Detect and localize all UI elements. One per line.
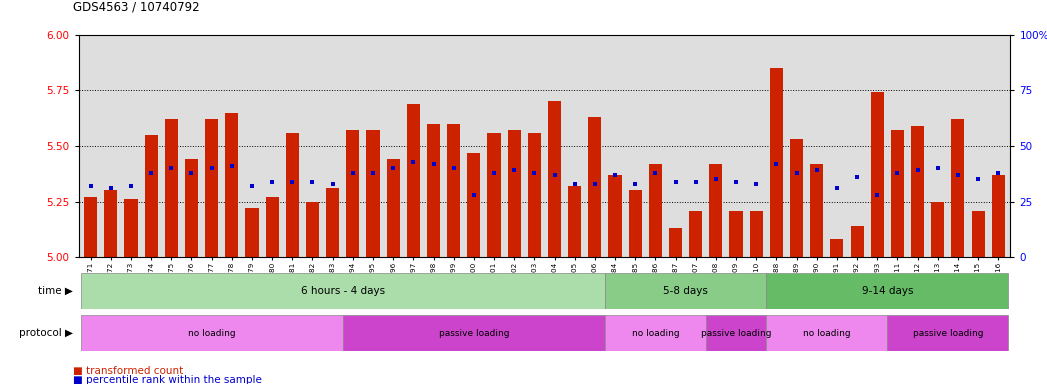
Bar [931, 202, 944, 257]
Text: ■ transformed count: ■ transformed count [73, 366, 183, 376]
Bar [871, 93, 884, 257]
Bar [286, 132, 298, 257]
Bar [766, 273, 1008, 309]
Bar [306, 202, 319, 257]
Bar [972, 210, 984, 257]
Bar [105, 190, 117, 257]
Bar [326, 188, 339, 257]
Bar [81, 315, 342, 351]
Bar [407, 104, 420, 257]
Text: time ▶: time ▶ [39, 286, 73, 296]
Bar [750, 210, 763, 257]
Bar [649, 164, 662, 257]
Bar [689, 210, 703, 257]
Bar [850, 226, 864, 257]
Bar [790, 139, 803, 257]
Bar [467, 152, 481, 257]
Bar [144, 135, 158, 257]
Text: no loading: no loading [631, 329, 680, 338]
Text: 6 hours - 4 days: 6 hours - 4 days [300, 286, 385, 296]
Text: no loading: no loading [803, 329, 850, 338]
Text: protocol ▶: protocol ▶ [19, 328, 73, 338]
Bar [608, 175, 622, 257]
Bar [386, 159, 400, 257]
Bar [427, 124, 440, 257]
Bar [770, 68, 783, 257]
Bar [266, 197, 279, 257]
Bar [706, 315, 766, 351]
Bar [952, 119, 964, 257]
Text: no loading: no loading [187, 329, 236, 338]
Bar [81, 273, 605, 309]
Bar [225, 113, 239, 257]
Bar [992, 175, 1005, 257]
Bar [366, 130, 380, 257]
Bar [548, 101, 561, 257]
Bar [891, 130, 904, 257]
Bar [342, 315, 605, 351]
Text: GDS4563 / 10740792: GDS4563 / 10740792 [73, 0, 200, 13]
Bar [528, 132, 541, 257]
Bar [569, 186, 581, 257]
Bar [245, 208, 259, 257]
Bar [810, 164, 823, 257]
Text: passive loading: passive loading [913, 329, 983, 338]
Bar [205, 119, 218, 257]
Bar [447, 124, 461, 257]
Bar [347, 130, 359, 257]
Text: 5-8 days: 5-8 days [663, 286, 708, 296]
Text: 9-14 days: 9-14 days [862, 286, 913, 296]
Bar [887, 315, 1008, 351]
Bar [185, 159, 198, 257]
Bar [84, 197, 97, 257]
Text: ■ percentile rank within the sample: ■ percentile rank within the sample [73, 375, 262, 384]
Text: passive loading: passive loading [700, 329, 772, 338]
Text: passive loading: passive loading [439, 329, 509, 338]
Bar [830, 240, 844, 257]
Bar [669, 228, 682, 257]
Bar [488, 132, 500, 257]
Bar [911, 126, 925, 257]
Bar [508, 130, 520, 257]
Bar [125, 199, 137, 257]
Bar [605, 315, 706, 351]
Bar [709, 164, 722, 257]
Bar [588, 117, 601, 257]
Bar [766, 315, 887, 351]
Bar [628, 190, 642, 257]
Bar [730, 210, 742, 257]
Bar [164, 119, 178, 257]
Bar [605, 273, 766, 309]
